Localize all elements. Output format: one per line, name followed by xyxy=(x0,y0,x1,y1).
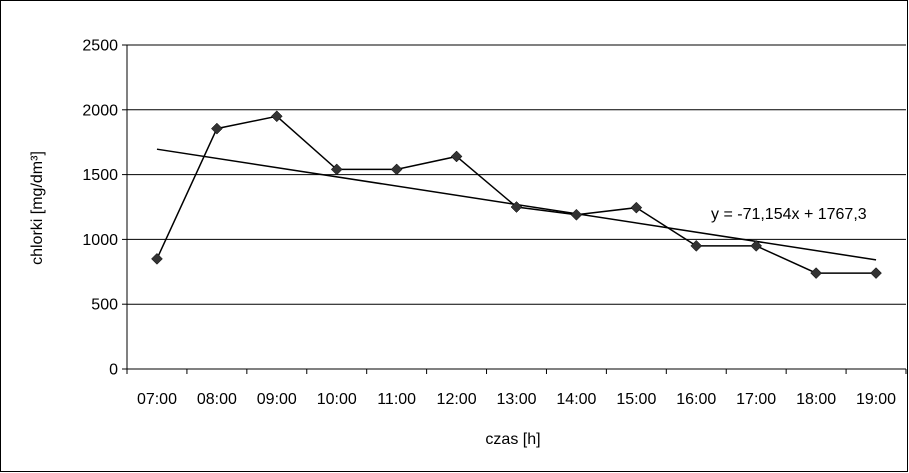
data-point-marker xyxy=(690,240,703,252)
data-point-marker xyxy=(450,150,463,163)
x-tick-label: 19:00 xyxy=(856,391,896,408)
y-axis-label: chlorki [mg/dm³] xyxy=(29,151,46,265)
data-point-marker xyxy=(390,163,403,176)
x-tick-label: 18:00 xyxy=(796,391,836,408)
data-point-marker xyxy=(211,122,223,135)
x-tick-label: 14:00 xyxy=(556,391,596,408)
x-tick-label: 10:00 xyxy=(317,391,357,408)
x-tick-label: 17:00 xyxy=(736,391,776,408)
y-tick-label: 2500 xyxy=(82,38,118,55)
x-tick-label: 12:00 xyxy=(437,391,477,408)
y-tick-label: 2000 xyxy=(82,102,118,119)
axes xyxy=(122,44,907,374)
data-point-marker xyxy=(510,201,523,213)
data-point-marker xyxy=(330,163,343,176)
gridlines xyxy=(127,44,906,305)
x-tick-label: 08:00 xyxy=(197,391,237,408)
x-tick-label: 16:00 xyxy=(676,391,716,408)
data-point-marker xyxy=(151,252,163,265)
x-tick-label: 09:00 xyxy=(257,391,297,408)
data-point-marker xyxy=(810,267,822,279)
data-point-marker xyxy=(630,201,643,214)
y-tick-label: 1500 xyxy=(82,167,118,184)
data-point-marker xyxy=(570,208,583,221)
y-tick-label: 1000 xyxy=(82,232,118,249)
x-tick-label: 13:00 xyxy=(496,391,536,408)
data-point-marker xyxy=(870,267,882,279)
x-tick-label: 15:00 xyxy=(616,391,656,408)
y-tick-label: 0 xyxy=(109,362,118,379)
y-tick-labels: 0 500 1000 1500 2000 2500 xyxy=(82,38,118,379)
data-point-marker xyxy=(750,240,763,252)
data-point-marker xyxy=(270,110,283,123)
x-tick-labels: 07:00 08:00 09:00 10:00 11:00 12:00 13:00 14:00… xyxy=(137,391,896,408)
trendline-equation: y = -71,154x + 1767,3 xyxy=(711,206,867,223)
y-tick-label: 500 xyxy=(91,297,118,314)
x-axis-label: czas [h] xyxy=(485,431,540,448)
x-tick-label: 11:00 xyxy=(377,391,416,408)
series xyxy=(151,110,882,279)
x-tick-label: 07:00 xyxy=(137,391,177,408)
